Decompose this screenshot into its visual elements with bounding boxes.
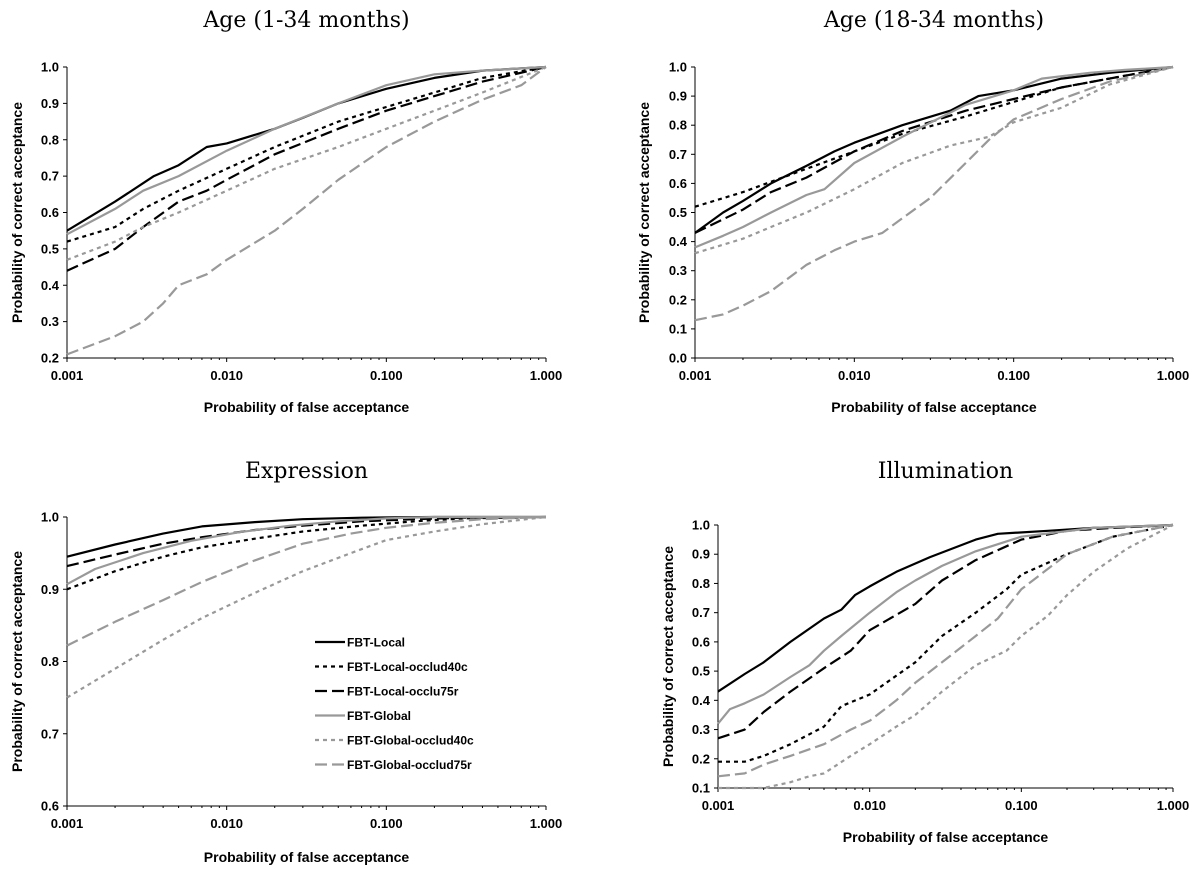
legend: FBT-Local FBT-Local-occlud40c FBT-Local-oc… (315, 636, 474, 772)
x-axis-label: Probability of false acceptance (831, 399, 1037, 415)
y-tick-label: 0.6 (692, 634, 710, 649)
y-tick-label: 0.9 (669, 89, 687, 104)
y-tick-label: 0.2 (692, 751, 710, 766)
y-tick-label: 0.5 (669, 205, 687, 220)
x-axis-label: Probability of false acceptance (204, 849, 410, 865)
y-tick-label: 1.0 (41, 60, 59, 75)
y-tick-label: 0.8 (41, 654, 59, 669)
y-tick-label: 0.1 (669, 321, 687, 336)
x-tick-label: 0.100 (1005, 798, 1038, 813)
y-tick-label: 0.5 (692, 664, 710, 679)
x-tick-label: 0.100 (370, 368, 403, 383)
series-line-fbt-global (717, 523, 1174, 725)
y-tick-label: 1.0 (692, 518, 710, 533)
x-tick-label: 0.001 (51, 368, 84, 383)
y-tick-label: 0.8 (692, 576, 710, 591)
y-tick-label: 0.0 (669, 351, 687, 366)
y-axis-label: Probability of correct acceptance (660, 546, 676, 767)
y-tick-label: 0.4 (41, 278, 60, 293)
series-line-fbt-global (694, 65, 1174, 249)
x-tick-label: 0.001 (679, 368, 712, 383)
x-tick-label: 0.010 (853, 798, 886, 813)
y-tick-label: 0.3 (692, 722, 710, 737)
x-axis-label: Probability of false acceptance (843, 829, 1049, 845)
x-tick-label: 1.000 (530, 368, 563, 383)
chart-title: Illumination (878, 459, 1013, 484)
y-tick-label: 0.8 (669, 118, 687, 133)
chart-panel-1: Age (1-34 months) 0.2 0.3 0.4 0.5 0.6 0.7 0.8 0.… (9, 8, 562, 415)
y-tick-label: 0.6 (41, 799, 59, 814)
y-tick-label: 0.9 (41, 96, 59, 111)
series-line-fbt-local-occlu75r (694, 65, 1174, 234)
y-tick-label: 0.6 (41, 205, 59, 220)
y-tick-label: 0.5 (41, 241, 59, 256)
y-tick-label: 0.9 (692, 547, 710, 562)
x-tick-label: 0.100 (370, 816, 403, 831)
series-line-fbt-global-occlud75r (66, 515, 547, 647)
series-line-fbt-local-occlud40c (66, 65, 547, 243)
x-tick-label: 0.100 (997, 368, 1030, 383)
legend-label: FBT-Local-occlu75r (347, 685, 459, 699)
series-line-fbt-global (66, 515, 546, 586)
chart-panel-4: Illumination 0.1 0.2 0.3 0.4 0.5 0.6 0.7 0.8 0.9 1… (660, 459, 1189, 845)
x-tick-label: 0.001 (51, 816, 84, 831)
legend-label: FBT-Global-occlud75r (347, 758, 472, 772)
chart-title: Age (18-34 months) (823, 8, 1044, 33)
y-tick-label: 0.7 (692, 605, 710, 620)
series-line-fbt-local-occlu75r (717, 523, 1174, 740)
y-tick-label: 0.2 (41, 351, 59, 366)
chart-title: Expression (245, 459, 368, 484)
legend-label: FBT-Local (347, 636, 405, 650)
x-tick-label: 0.001 (702, 798, 735, 813)
y-tick-label: 0.4 (669, 234, 688, 249)
x-tick-label: 0.010 (210, 368, 243, 383)
x-axis-label: Probability of false acceptance (204, 399, 410, 415)
legend-label: FBT-Local-occlud40c (347, 660, 468, 674)
series-line-fbt-local-occlud40c (718, 523, 1174, 763)
series-line-fbt-local (717, 523, 1174, 693)
x-tick-label: 1.000 (1157, 368, 1190, 383)
y-tick-label: 1.0 (41, 510, 59, 525)
y-tick-label: 0.2 (669, 292, 687, 307)
y-tick-label: 0.3 (41, 314, 59, 329)
x-tick-label: 1.000 (1157, 798, 1190, 813)
chart-title: Age (1-34 months) (202, 8, 409, 33)
chart-panel-3: Expression 0.6 0.7 0.8 0.9 1.0 0.001 0.010 0.100… (9, 459, 562, 865)
series-line-fbt-local-occlu75r (66, 65, 547, 272)
series-line-fbt-global-occlud40c (694, 65, 1174, 255)
chart-panel-2: Age (18-34 months) 0.0 0.1 0.2 0.3 0.4 0.5 0.6 0… (636, 8, 1189, 415)
series-line-fbt-global (66, 65, 547, 236)
y-tick-label: 0.6 (669, 176, 687, 191)
series-line-fbt-global-occlud40c (718, 524, 1174, 790)
series-line-fbt-global-occlud75r (717, 523, 1174, 778)
series-line-fbt-global-occlud75r (694, 65, 1174, 322)
y-tick-label: 0.7 (669, 147, 687, 162)
legend-label: FBT-Global (347, 709, 411, 723)
y-tick-label: 0.8 (41, 132, 59, 147)
y-tick-label: 0.7 (41, 726, 59, 741)
x-tick-label: 0.010 (838, 368, 871, 383)
y-tick-label: 0.9 (41, 582, 59, 597)
y-tick-label: 1.0 (669, 60, 687, 75)
legend-label: FBT-Global-occlud40c (347, 734, 474, 748)
x-tick-label: 1.000 (530, 816, 563, 831)
y-axis-label: Probability of correct acceptance (636, 102, 652, 323)
series-line-fbt-local-occlud40c (66, 515, 547, 591)
series-line-fbt-global-occlud75r (66, 66, 547, 356)
y-tick-label: 0.3 (669, 263, 687, 278)
series-line-fbt-global-occlud40c (66, 65, 547, 261)
y-tick-label: 0.4 (692, 693, 711, 708)
series-line-fbt-local (694, 65, 1174, 234)
series-line-fbt-local (66, 515, 546, 558)
y-tick-label: 0.1 (692, 781, 710, 796)
x-tick-label: 0.010 (210, 816, 243, 831)
y-axis-label: Probability of correct acceptance (9, 102, 25, 323)
series-line-fbt-global-occlud40c (66, 515, 547, 699)
series-line-fbt-local (66, 65, 547, 232)
y-tick-label: 0.7 (41, 169, 59, 184)
y-axis-label: Probability of correct acceptance (9, 551, 25, 772)
